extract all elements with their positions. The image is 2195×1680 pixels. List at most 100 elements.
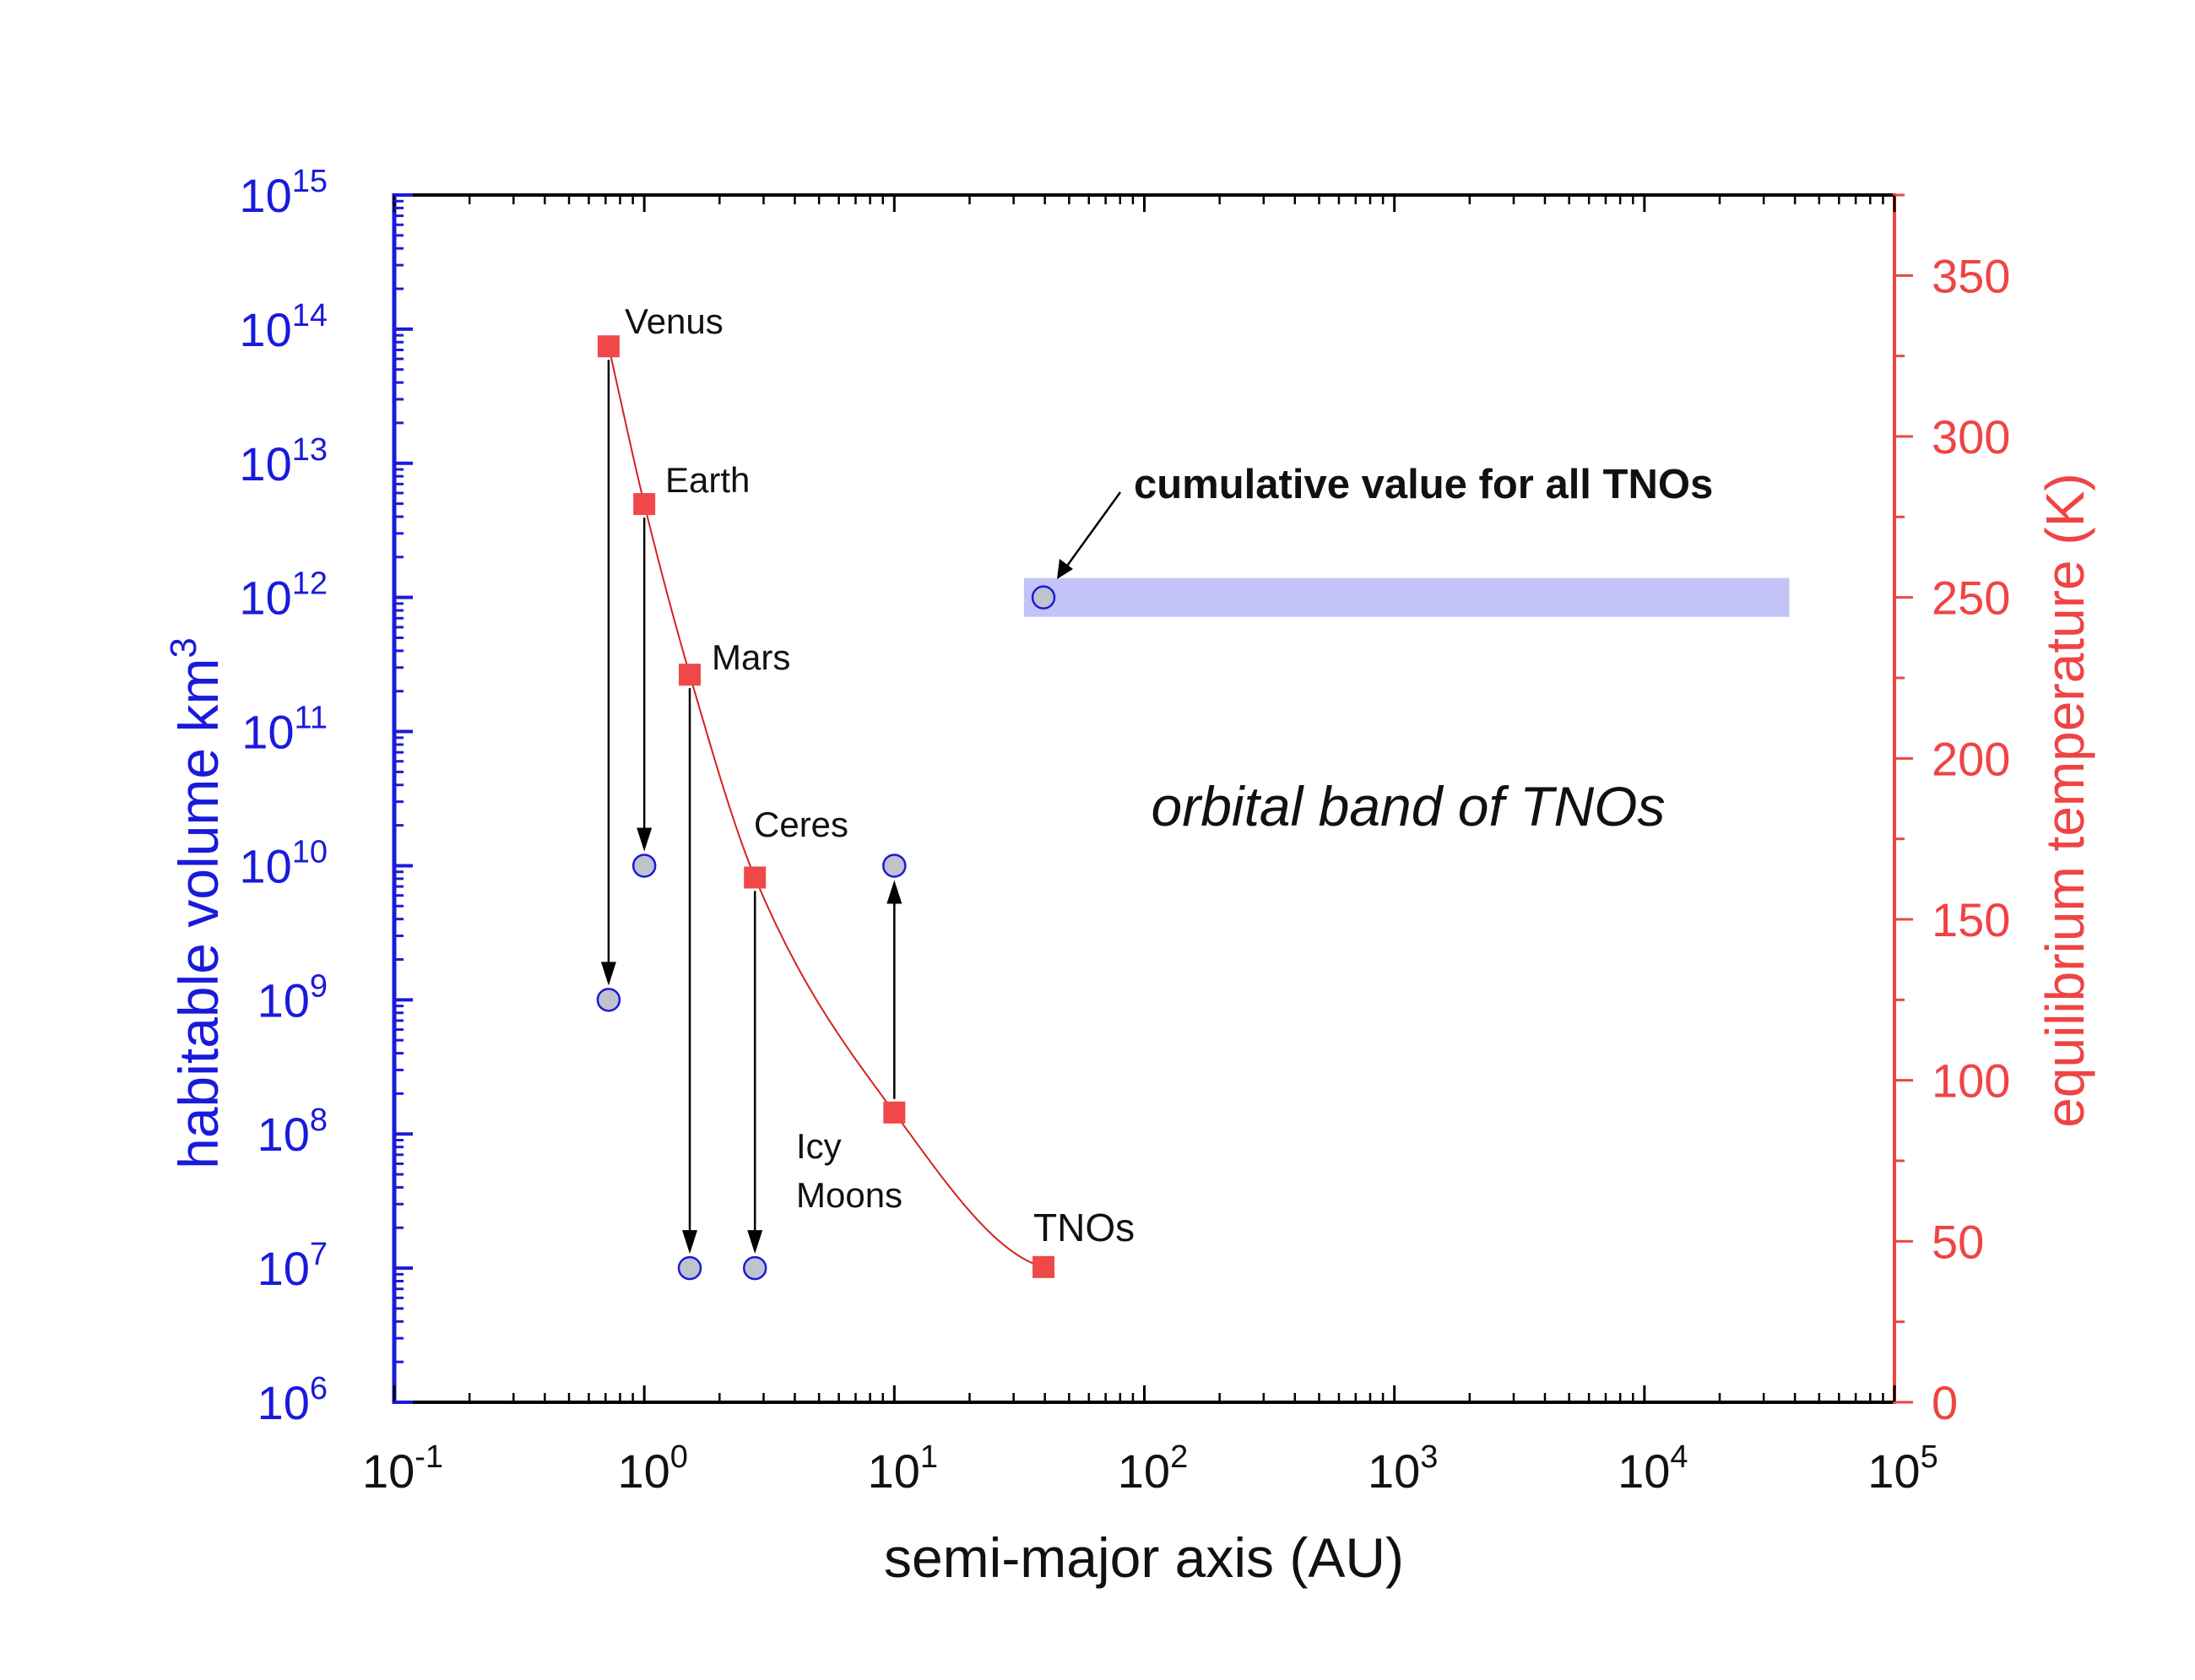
arrows-layer	[600, 360, 902, 1255]
point-label: Icy	[796, 1126, 842, 1166]
right-tick-label: 250	[1932, 572, 2010, 625]
x-tick-label-base: 10	[1118, 1444, 1170, 1498]
left-tick-label: 1015	[239, 164, 328, 222]
temperature-point	[633, 493, 656, 516]
left-tick-label: 1012	[239, 566, 328, 625]
transition-arrowhead	[600, 962, 616, 986]
left-tick-label-base: 10	[257, 1242, 310, 1295]
left-tick-label-base: 10	[257, 1376, 310, 1429]
x-tick-label-base: 10	[617, 1444, 669, 1498]
right-tick-label: 150	[1932, 893, 2010, 946]
volume-point	[596, 988, 621, 1012]
x-tick-label-base: 10	[1368, 1444, 1420, 1498]
x-tick-label-exponent: 1	[920, 1439, 938, 1475]
left-y-axis-title-text: habitable volume km	[167, 658, 230, 1169]
temperature-point	[679, 664, 702, 686]
point-label: Earth	[665, 460, 750, 500]
x-tick-label-exponent: 5	[1921, 1439, 1938, 1475]
volume-point	[1031, 585, 1056, 610]
left-tick-label: 107	[257, 1237, 328, 1295]
left-y-axis-title-superscript: 3	[163, 637, 204, 658]
x-tick-label: 102	[1118, 1439, 1188, 1498]
left-tick-label-base: 10	[239, 303, 291, 356]
left-tick-label-exponent: 13	[292, 432, 328, 468]
x-tick-label: 104	[1618, 1439, 1688, 1498]
temperature-point	[883, 1101, 906, 1124]
left-tick-label-exponent: 14	[292, 298, 328, 333]
x-tick-label: 10-1	[362, 1439, 443, 1498]
temperature-point	[1032, 1255, 1055, 1278]
left-tick-label-exponent: 11	[295, 701, 328, 736]
tick-labels-layer: 10-1 100 101 102 103 104 105106107108109101010…	[239, 164, 2010, 1498]
x-tick-label-exponent: -1	[415, 1439, 443, 1475]
x-tick-label: 100	[617, 1439, 687, 1498]
markers-layer	[596, 335, 1056, 1281]
left-tick-label-base: 10	[257, 1108, 310, 1161]
left-tick-label-exponent: 7	[310, 1237, 328, 1272]
point-label: Moons	[796, 1175, 902, 1215]
tno-orbital-band	[1023, 577, 1790, 617]
left-tick-label-exponent: 10	[292, 834, 328, 870]
left-tick-label-exponent: 12	[292, 566, 328, 602]
x-axis-title: semi-major axis (AU)	[884, 1526, 1404, 1589]
x-tick-label-base: 10	[362, 1444, 415, 1498]
left-tick-label-base: 10	[239, 169, 291, 222]
cumulative-annotation-arrow	[1064, 491, 1122, 569]
x-tick-label-exponent: 0	[670, 1439, 688, 1475]
x-tick-label-exponent: 4	[1670, 1439, 1688, 1475]
transition-arrowhead	[747, 1230, 763, 1255]
left-tick-label-exponent: 9	[310, 968, 328, 1004]
x-tick-label: 105	[1867, 1439, 1938, 1498]
point-label: Venus	[625, 301, 724, 341]
volume-point	[742, 1255, 767, 1281]
right-tick-label: 350	[1932, 249, 2010, 302]
point-label: TNOs	[1033, 1206, 1135, 1249]
x-tick-label: 103	[1368, 1439, 1438, 1498]
left-tick-label-exponent: 15	[292, 164, 328, 199]
left-tick-label-base: 10	[239, 572, 291, 625]
left-y-axis-title: habitable volume km3	[163, 637, 230, 1169]
left-tick-label-exponent: 6	[310, 1371, 328, 1406]
x-tick-label-base: 10	[1618, 1444, 1670, 1498]
left-tick-label-base: 10	[239, 839, 291, 892]
right-tick-label: 50	[1932, 1215, 1984, 1268]
x-tick-label: 101	[868, 1439, 938, 1498]
transition-arrowhead	[637, 827, 653, 852]
left-tick-label: 1013	[239, 432, 328, 490]
left-tick-label: 1010	[239, 834, 328, 892]
band-label: orbital band of TNOs	[1152, 775, 1666, 837]
volume-point	[631, 854, 657, 878]
right-tick-label: 0	[1932, 1376, 1958, 1429]
temperature-point	[744, 866, 767, 889]
right-tick-label: 200	[1932, 732, 2010, 785]
left-tick-label: 106	[257, 1371, 328, 1429]
point-label: Mars	[712, 637, 790, 677]
left-tick-label: 108	[257, 1103, 328, 1161]
volume-point	[882, 854, 907, 878]
x-tick-label-base: 10	[1867, 1444, 1920, 1498]
left-tick-label: 109	[257, 968, 328, 1027]
x-tick-label-exponent: 2	[1170, 1439, 1188, 1475]
point-labels: Venus Earth Mars Ceres Icy Moons TNOs	[625, 301, 1135, 1249]
x-tick-label-exponent: 3	[1420, 1439, 1438, 1475]
right-tick-label: 300	[1932, 410, 2010, 463]
right-tick-label: 100	[1932, 1054, 2010, 1108]
right-y-axis-title: equilibrium temperature (K)	[2035, 473, 2095, 1127]
transition-arrowhead	[886, 880, 902, 904]
left-tick-label-base: 10	[241, 706, 294, 759]
transition-arrowhead	[682, 1230, 698, 1255]
left-tick-label: 1014	[239, 298, 328, 356]
cumulative-annotation: cumulative value for all TNOs	[1134, 462, 1713, 507]
left-tick-label-base: 10	[257, 973, 310, 1027]
volume-point	[677, 1255, 702, 1281]
point-label: Ceres	[754, 805, 848, 844]
left-tick-label-exponent: 8	[310, 1103, 328, 1138]
left-tick-label-base: 10	[239, 437, 291, 490]
cumulative-annotation-arrowhead	[1057, 559, 1073, 579]
x-tick-label-base: 10	[868, 1444, 920, 1498]
temperature-point	[597, 335, 620, 358]
left-tick-label: 1011	[241, 701, 328, 759]
ticks-layer	[393, 193, 1913, 1404]
